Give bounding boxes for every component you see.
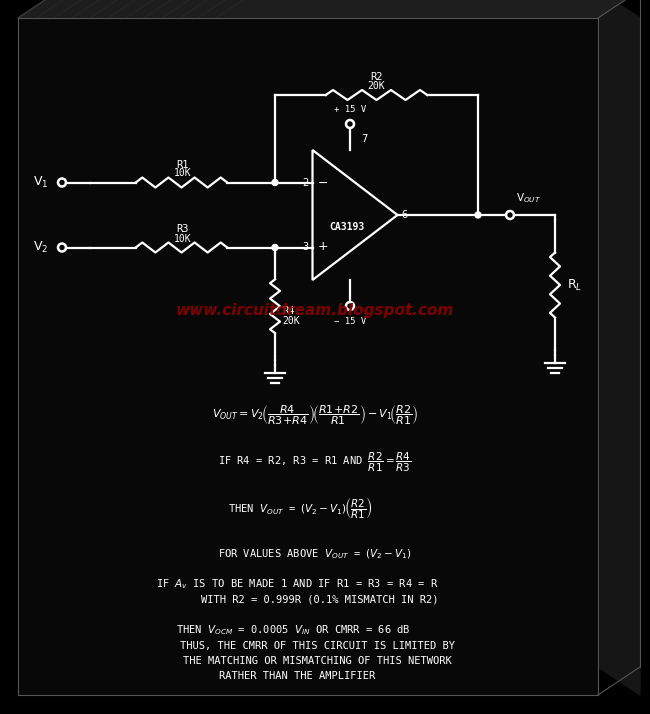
Text: IF R4 = R2, R3 = R1 AND $\dfrac{R2}{R1} = \dfrac{R4}{R3}$: IF R4 = R2, R3 = R1 AND $\dfrac{R2}{R1} … [218, 451, 412, 473]
Text: −: − [317, 177, 328, 190]
Text: R4: R4 [282, 306, 294, 316]
Circle shape [272, 179, 278, 186]
Text: THUS, THE CMRR OF THIS CIRCUIT IS LIMITED BY: THUS, THE CMRR OF THIS CIRCUIT IS LIMITE… [179, 641, 454, 651]
Text: R3: R3 [176, 224, 188, 234]
Text: R$_L$: R$_L$ [567, 278, 582, 293]
Text: + 15 V: + 15 V [334, 105, 366, 114]
Text: 7: 7 [361, 134, 367, 144]
Text: 20K: 20K [368, 81, 385, 91]
Text: 3: 3 [302, 243, 309, 253]
Text: IF $A_v$ IS TO BE MADE 1 AND IF R1 = R3 = R4 = R: IF $A_v$ IS TO BE MADE 1 AND IF R1 = R3 … [156, 577, 438, 591]
Text: $V_{OUT} = V_2\!\left(\dfrac{R4}{R3\!+\!R4}\right)\!\left(\dfrac{R1\!+\!R2}{R1}\: $V_{OUT} = V_2\!\left(\dfrac{R4}{R3\!+\!… [212, 403, 419, 427]
Polygon shape [598, 0, 640, 695]
Text: THEN $V_{OCM}$ = 0.0005 $V_{IN}$ OR CMRR = 66 dB: THEN $V_{OCM}$ = 0.0005 $V_{IN}$ OR CMRR… [176, 623, 410, 637]
Text: +: + [317, 240, 328, 253]
Text: 10K: 10K [174, 169, 191, 178]
Polygon shape [18, 18, 598, 695]
Text: V$_{OUT}$: V$_{OUT}$ [516, 191, 541, 205]
Text: WITH R2 = 0.999R (0.1% MISMATCH IN R2): WITH R2 = 0.999R (0.1% MISMATCH IN R2) [202, 595, 439, 605]
Polygon shape [18, 0, 640, 18]
Text: www.circuitdream.blogspot.com: www.circuitdream.blogspot.com [176, 303, 454, 318]
Text: 20K: 20K [282, 316, 300, 326]
Circle shape [272, 244, 278, 251]
Text: V$_1$: V$_1$ [32, 175, 48, 190]
Text: FOR VALUES ABOVE $V_{OUT}$ = $(V_2 - V_1)$: FOR VALUES ABOVE $V_{OUT}$ = $(V_2 - V_1… [218, 547, 412, 560]
Circle shape [475, 212, 481, 218]
Text: − 15 V: − 15 V [334, 317, 366, 326]
Text: 2: 2 [302, 178, 309, 188]
Text: THE MATCHING OR MISMATCHING OF THIS NETWORK: THE MATCHING OR MISMATCHING OF THIS NETW… [183, 656, 451, 666]
Text: R1: R1 [176, 159, 188, 169]
Text: V$_2$: V$_2$ [32, 240, 48, 255]
Text: THEN $V_{OUT}$ = $(V_2 - V_1)\!\left(\dfrac{R2}{R1}\right)$: THEN $V_{OUT}$ = $(V_2 - V_1)\!\left(\df… [228, 495, 372, 521]
Text: 10K: 10K [174, 233, 191, 243]
Text: CA3193: CA3193 [330, 222, 365, 232]
Text: RATHER THAN THE AMPLIFIER: RATHER THAN THE AMPLIFIER [219, 671, 375, 681]
Text: R2: R2 [370, 72, 383, 82]
Text: 6: 6 [402, 210, 408, 220]
